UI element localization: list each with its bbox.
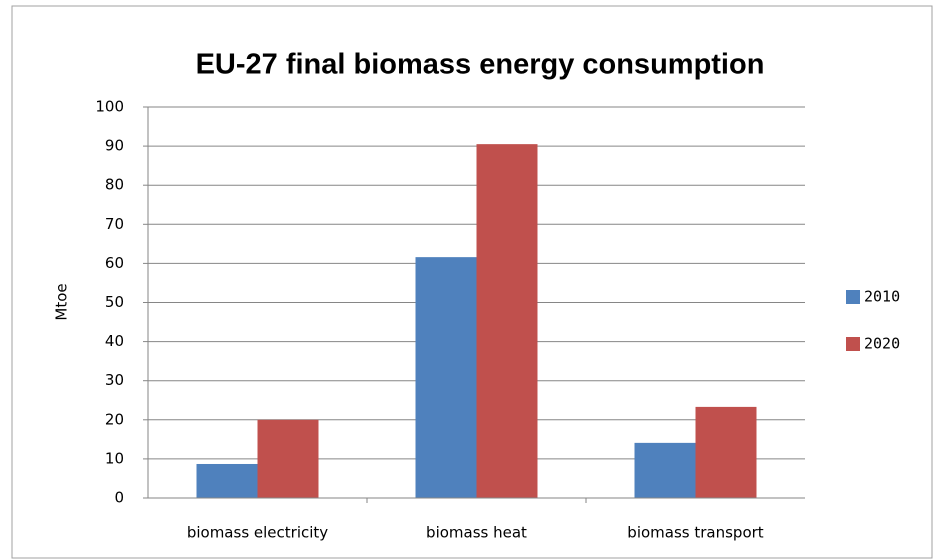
y-tick-label: 90 — [105, 137, 124, 155]
x-tick-label: biomass heat — [426, 524, 527, 542]
y-tick-label: 0 — [114, 489, 124, 507]
x-tick-label: biomass electricity — [187, 524, 328, 542]
y-tick-label: 50 — [105, 293, 124, 311]
y-tick-label: 20 — [105, 410, 124, 428]
bar — [415, 257, 477, 498]
legend-label: 2020 — [864, 335, 900, 353]
legend-swatch — [846, 290, 860, 304]
bar — [634, 442, 696, 498]
y-tick-label: 10 — [105, 449, 124, 467]
bar — [257, 419, 319, 498]
bar — [196, 463, 258, 498]
legend-swatch — [846, 337, 860, 351]
bar — [476, 144, 538, 498]
legend-label: 2010 — [864, 288, 900, 306]
chart-title: EU-27 final biomass energy consumption — [196, 49, 765, 81]
y-axis-title: Mtoe — [53, 283, 71, 320]
bar — [695, 406, 757, 498]
y-tick-label: 80 — [105, 176, 124, 194]
y-tick-label: 60 — [105, 254, 124, 272]
y-tick-label: 70 — [105, 215, 124, 233]
x-tick-label: biomass transport — [627, 524, 763, 542]
y-tick-label: 30 — [105, 371, 124, 389]
y-tick-label: 100 — [95, 98, 124, 116]
y-tick-label: 40 — [105, 332, 124, 350]
